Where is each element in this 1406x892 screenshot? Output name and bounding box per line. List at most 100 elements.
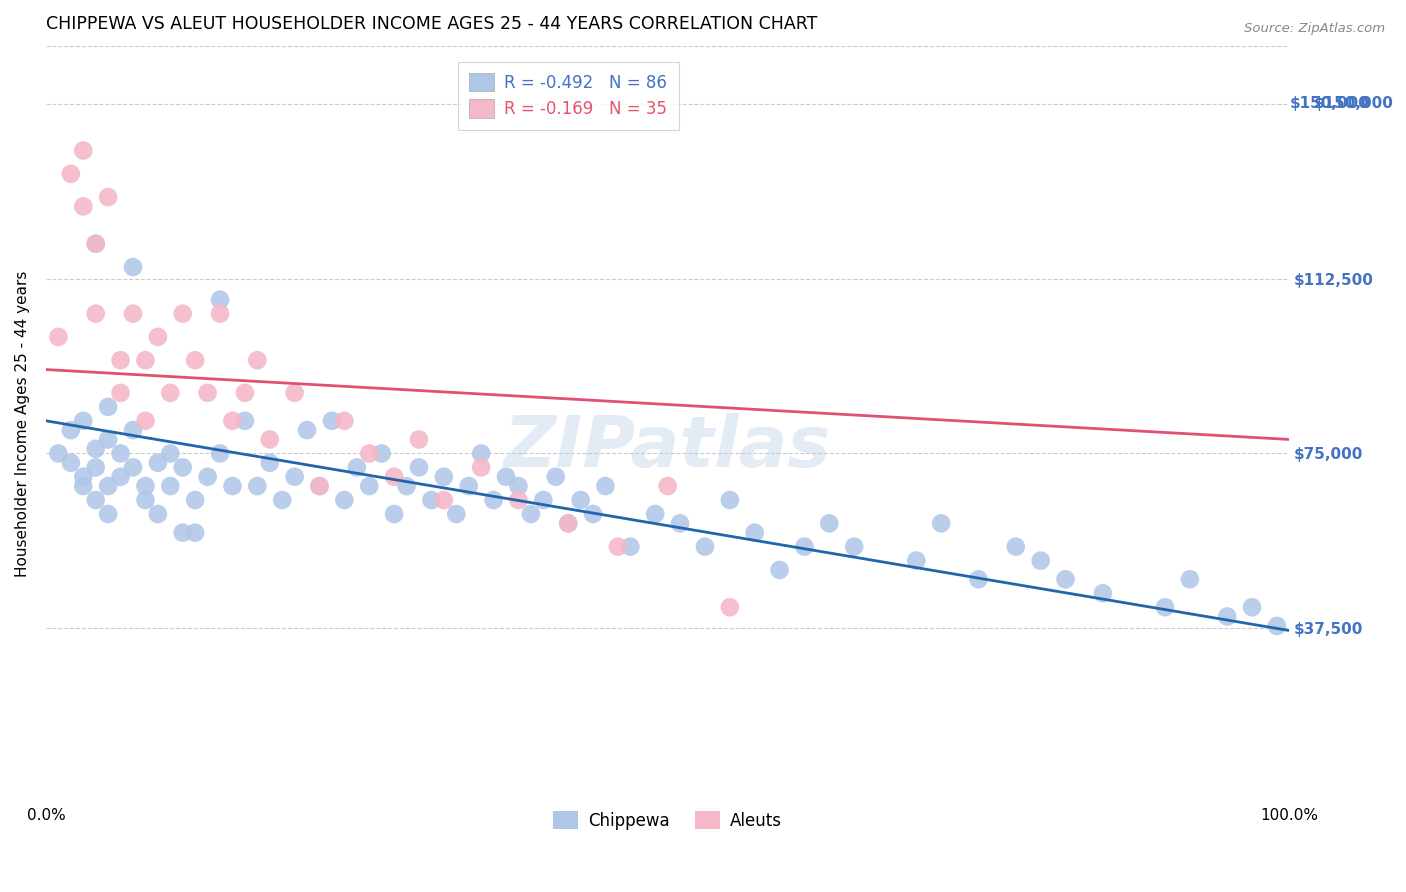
Point [359, 446, 381, 460]
Point [59, 423, 82, 437]
Point [84, 307, 107, 321]
Point [433, 469, 456, 483]
Point [382, 469, 405, 483]
Point [209, 293, 232, 307]
Point [693, 540, 716, 554]
Point [718, 493, 741, 508]
Point [134, 414, 156, 428]
Point [793, 540, 815, 554]
Point [495, 469, 517, 483]
Point [134, 353, 156, 368]
Point [259, 456, 281, 470]
Point [657, 479, 679, 493]
Point [84, 236, 107, 251]
Point [84, 236, 107, 251]
Point [520, 507, 543, 521]
Point [48, 446, 70, 460]
Point [929, 516, 952, 531]
Point [246, 353, 269, 368]
Point [197, 469, 219, 483]
Point [768, 563, 790, 577]
Point [905, 554, 928, 568]
Point [333, 414, 356, 428]
Point [184, 525, 207, 540]
Point [146, 456, 169, 470]
Point [122, 307, 145, 321]
Point [209, 446, 232, 460]
Point [744, 525, 766, 540]
Point [557, 516, 579, 531]
Point [146, 330, 169, 344]
Point [595, 479, 617, 493]
Point [531, 493, 554, 508]
Point [1004, 540, 1026, 554]
Point [582, 507, 605, 521]
Text: $150,000: $150,000 [1315, 96, 1395, 112]
Point [967, 572, 990, 586]
Point [197, 385, 219, 400]
Point [84, 493, 107, 508]
Point [146, 507, 169, 521]
Point [508, 493, 530, 508]
Point [159, 385, 181, 400]
Point [122, 260, 145, 274]
Point [221, 479, 243, 493]
Point [408, 460, 430, 475]
Point [72, 414, 94, 428]
Text: $150,000: $150,000 [1289, 96, 1369, 112]
Point [72, 479, 94, 493]
Y-axis label: Householder Income Ages 25 - 44 years: Householder Income Ages 25 - 44 years [15, 271, 30, 577]
Point [333, 493, 356, 508]
Point [134, 493, 156, 508]
Point [818, 516, 841, 531]
Point [97, 433, 120, 447]
Point [470, 446, 492, 460]
Point [1029, 554, 1052, 568]
Point [1178, 572, 1201, 586]
Point [84, 442, 107, 456]
Point [172, 460, 194, 475]
Point [844, 540, 866, 554]
Point [72, 144, 94, 158]
Point [110, 446, 132, 460]
Point [1054, 572, 1077, 586]
Point [284, 469, 307, 483]
Point [1240, 600, 1263, 615]
Point [97, 507, 120, 521]
Point [159, 446, 181, 460]
Point [209, 307, 232, 321]
Point [110, 353, 132, 368]
Text: ZIPatlas: ZIPatlas [503, 412, 831, 482]
Point [122, 460, 145, 475]
Point [159, 479, 181, 493]
Point [359, 479, 381, 493]
Point [48, 330, 70, 344]
Point [382, 507, 405, 521]
Point [346, 460, 368, 475]
Point [97, 400, 120, 414]
Point [395, 479, 418, 493]
Point [122, 423, 145, 437]
Point [59, 167, 82, 181]
Point [184, 353, 207, 368]
Point [457, 479, 479, 493]
Point [1154, 600, 1177, 615]
Point [172, 307, 194, 321]
Point [619, 540, 641, 554]
Point [233, 385, 256, 400]
Point [84, 460, 107, 475]
Point [259, 433, 281, 447]
Point [718, 600, 741, 615]
Point [569, 493, 592, 508]
Point [408, 433, 430, 447]
Point [470, 460, 492, 475]
Point [433, 493, 456, 508]
Point [308, 479, 330, 493]
Point [1091, 586, 1114, 600]
Point [544, 469, 567, 483]
Point [370, 446, 392, 460]
Point [246, 479, 269, 493]
Legend: Chippewa, Aleuts: Chippewa, Aleuts [547, 805, 789, 837]
Point [134, 479, 156, 493]
Point [446, 507, 468, 521]
